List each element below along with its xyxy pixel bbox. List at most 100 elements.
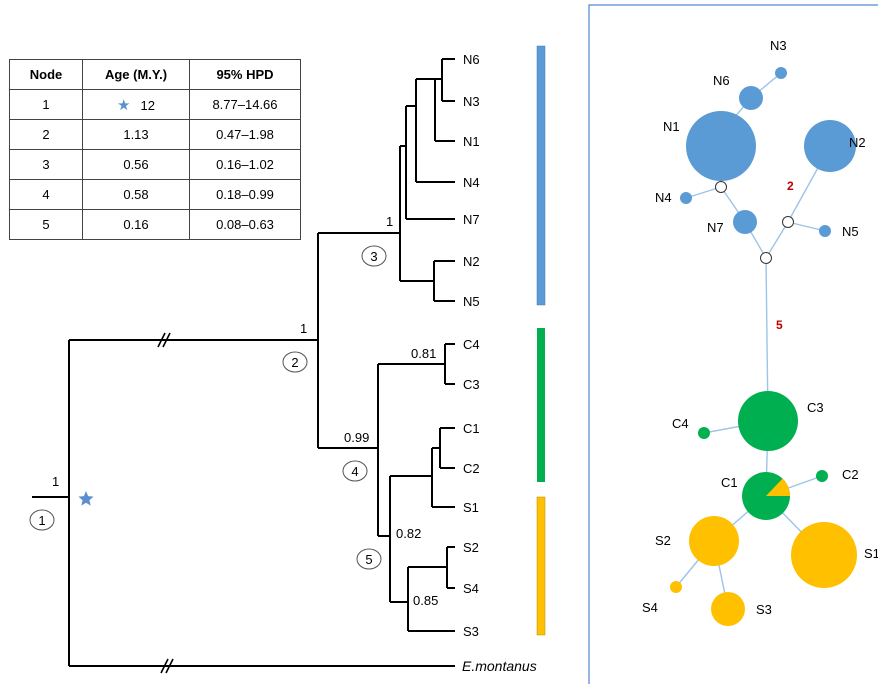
node-id: 5 xyxy=(365,552,372,567)
tip-label: S2 xyxy=(463,540,479,555)
column-header: 95% HPD xyxy=(189,59,301,90)
median-vector xyxy=(760,252,772,264)
median-vector xyxy=(782,216,794,228)
network-label: N7 xyxy=(707,220,724,235)
network-label: S2 xyxy=(655,533,671,548)
table-row: 2 1.13 0.47–1.98 xyxy=(9,119,301,150)
haplotype-C2 xyxy=(816,470,828,482)
network-label: C4 xyxy=(672,416,689,431)
haplotype-C3 xyxy=(738,391,798,451)
mutation-count: 2 xyxy=(787,179,794,193)
age-cell: 0.56 xyxy=(82,149,190,180)
tip-label: N6 xyxy=(463,52,480,67)
node-id: 4 xyxy=(351,464,358,479)
support-root: 1 xyxy=(52,474,59,489)
outgroup-label: E.montanus xyxy=(462,658,537,674)
support-s4s3: 0.85 xyxy=(413,593,438,608)
tip-label: N4 xyxy=(463,175,480,190)
tip-labels: N6 N3 N1 N4 N7 N2 N5 C4 C3 C1 C2 S1 S2 S… xyxy=(462,52,537,674)
tip-label: S3 xyxy=(463,624,479,639)
haplotype-S3 xyxy=(711,592,745,626)
mutation-counts: 2 5 xyxy=(776,179,794,332)
network-label: N3 xyxy=(770,38,787,53)
median-vector xyxy=(715,181,727,193)
node-id: 3 xyxy=(370,249,377,264)
haplotype-N6 xyxy=(739,86,763,110)
network-label: N6 xyxy=(713,73,730,88)
hpd-cell: 0.18–0.99 xyxy=(189,179,301,210)
network-panel-border xyxy=(588,4,878,684)
node-cell: 4 xyxy=(9,179,83,210)
haplotype-N4 xyxy=(680,192,692,204)
south-clade-bar xyxy=(536,496,546,636)
tip-label: C2 xyxy=(463,461,480,476)
network-label: S4 xyxy=(642,600,658,615)
tip-label: N5 xyxy=(463,294,480,309)
node-id: 1 xyxy=(38,513,45,528)
tip-label: C1 xyxy=(463,421,480,436)
node-cell: 1 xyxy=(9,89,83,120)
hpd-cell: 8.77–14.66 xyxy=(189,89,301,120)
tip-label: N7 xyxy=(463,212,480,227)
network-label: C3 xyxy=(807,400,824,415)
support-node3: 1 xyxy=(386,214,393,229)
north-clade-bar xyxy=(536,45,546,306)
haplotype-C4 xyxy=(698,427,710,439)
support-c4c3: 0.81 xyxy=(411,346,436,361)
hpd-cell: 0.16–1.02 xyxy=(189,149,301,180)
age-cell: 0.58 xyxy=(82,179,190,210)
haplotype-network: N3 N6 N1 N2 N4 N7 N5 C3 C4 C1 C2 S2 S1 S… xyxy=(588,4,878,684)
network-label: S1 xyxy=(864,546,878,561)
support-values: 1 1 1 0.99 0.82 0.81 0.85 xyxy=(52,214,438,608)
node-age-table: Node Age (M.Y.) 95% HPD 1 ★ 12 8.77–14.66… xyxy=(9,59,301,240)
table-row: 5 0.16 0.08–0.63 xyxy=(9,209,301,240)
haplotype-N5 xyxy=(819,225,831,237)
tip-label: N2 xyxy=(463,254,480,269)
star-icon xyxy=(78,491,94,506)
node-cell: 5 xyxy=(9,209,83,240)
network-label: N1 xyxy=(663,119,680,134)
network-label: N4 xyxy=(655,190,672,205)
table-row: 1 ★ 12 8.77–14.66 xyxy=(9,89,301,120)
age-cell: ★ 12 xyxy=(82,89,190,120)
clade-bars xyxy=(536,45,546,636)
node-id: 2 xyxy=(291,355,298,370)
tip-label: S4 xyxy=(463,581,479,596)
age-cell: 0.16 xyxy=(82,209,190,240)
support-node2: 1 xyxy=(300,321,307,336)
tip-label: C4 xyxy=(463,337,480,352)
age-value: 12 xyxy=(140,97,155,113)
mutation-count: 5 xyxy=(776,318,783,332)
haplotype-N7 xyxy=(733,210,757,234)
network-label: N5 xyxy=(842,224,859,239)
node-number-circles: 1 2 3 4 5 xyxy=(29,245,387,570)
haplotype-S1 xyxy=(791,522,857,588)
branch-break-marks xyxy=(157,332,174,674)
support-node5: 0.82 xyxy=(396,526,421,541)
network-label: S3 xyxy=(756,602,772,617)
column-header: Age (M.Y.) xyxy=(82,59,190,90)
tip-label: N3 xyxy=(463,94,480,109)
node-cell: 3 xyxy=(9,149,83,180)
haplotype-N2 xyxy=(804,120,856,172)
support-node4: 0.99 xyxy=(344,430,369,445)
phylogenetic-tree xyxy=(32,58,455,667)
haplotype-N1 xyxy=(686,111,756,181)
tip-label: S1 xyxy=(463,500,479,515)
network-label: C1 xyxy=(721,475,738,490)
star-icon: ★ xyxy=(117,96,131,114)
haplotype-N3 xyxy=(775,67,787,79)
table-row: 3 0.56 0.16–1.02 xyxy=(9,149,301,180)
haplotype-C1-south-share xyxy=(766,478,790,496)
hpd-cell: 0.08–0.63 xyxy=(189,209,301,240)
age-cell: 1.13 xyxy=(82,119,190,150)
node-cell: 2 xyxy=(9,119,83,150)
column-header: Node xyxy=(9,59,83,90)
hpd-cell: 0.47–1.98 xyxy=(189,119,301,150)
network-label: N2 xyxy=(849,135,866,150)
network-label: C2 xyxy=(842,467,859,482)
tip-label: C3 xyxy=(463,377,480,392)
haplotype-S2 xyxy=(689,516,739,566)
table-header-row: Node Age (M.Y.) 95% HPD xyxy=(9,59,301,90)
